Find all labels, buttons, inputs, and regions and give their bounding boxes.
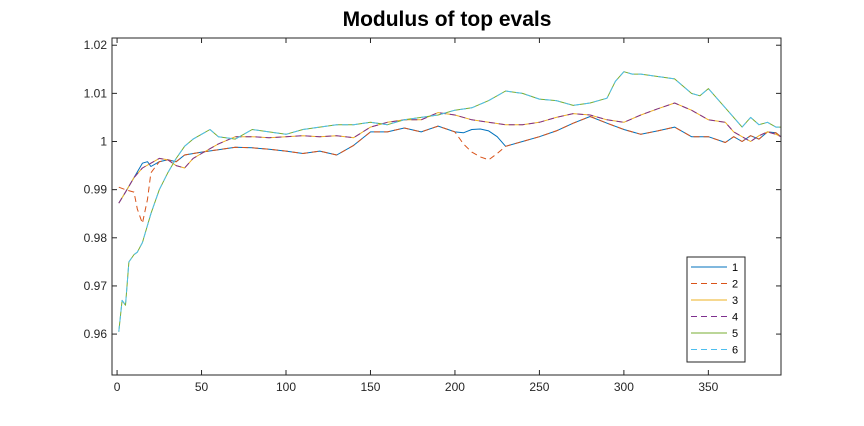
series-line-1 (118, 116, 781, 204)
plot-area (112, 38, 781, 375)
series-layer (118, 71, 781, 332)
series-line-2 (118, 116, 781, 224)
plot-background (112, 38, 781, 375)
series-line-4 (118, 102, 781, 204)
legend-label-3: 3 (732, 295, 738, 307)
legend: 1 2 3 4 5 6 (686, 256, 746, 363)
x-tick-label: 0 (114, 380, 121, 394)
axes: 0 50 100 150 200 250 300 350 0.96 0.97 0.98 0.99 1 1.… (84, 37, 782, 394)
y-tick-label: 1.01 (84, 86, 108, 100)
x-tick-label: 250 (529, 380, 549, 394)
chart-title: Modulus of top evals (343, 8, 552, 31)
x-tick-label: 350 (698, 380, 718, 394)
x-tick-label: 100 (276, 380, 296, 394)
y-tick-label: 0.97 (84, 279, 108, 293)
y-tick-label: 0.98 (84, 231, 108, 245)
legend-label-6: 6 (732, 345, 738, 357)
x-tick-label: 150 (360, 380, 380, 394)
y-tick-label: 1 (100, 135, 107, 149)
legend-label-5: 5 (732, 328, 738, 340)
legend-label-2: 2 (732, 279, 738, 291)
axes-box (111, 37, 782, 376)
legend-label-1: 1 (732, 262, 738, 274)
series-line-6 (118, 71, 781, 332)
y-tick-label: 0.99 (84, 183, 108, 197)
legend-box (686, 256, 746, 363)
x-tick-label: 300 (614, 380, 634, 394)
legend-label-4: 4 (732, 312, 738, 324)
x-tick-label: 50 (195, 380, 209, 394)
y-tick-label: 0.96 (84, 327, 108, 341)
x-tick-label: 200 (445, 380, 465, 394)
y-tick-label: 1.02 (84, 38, 108, 52)
